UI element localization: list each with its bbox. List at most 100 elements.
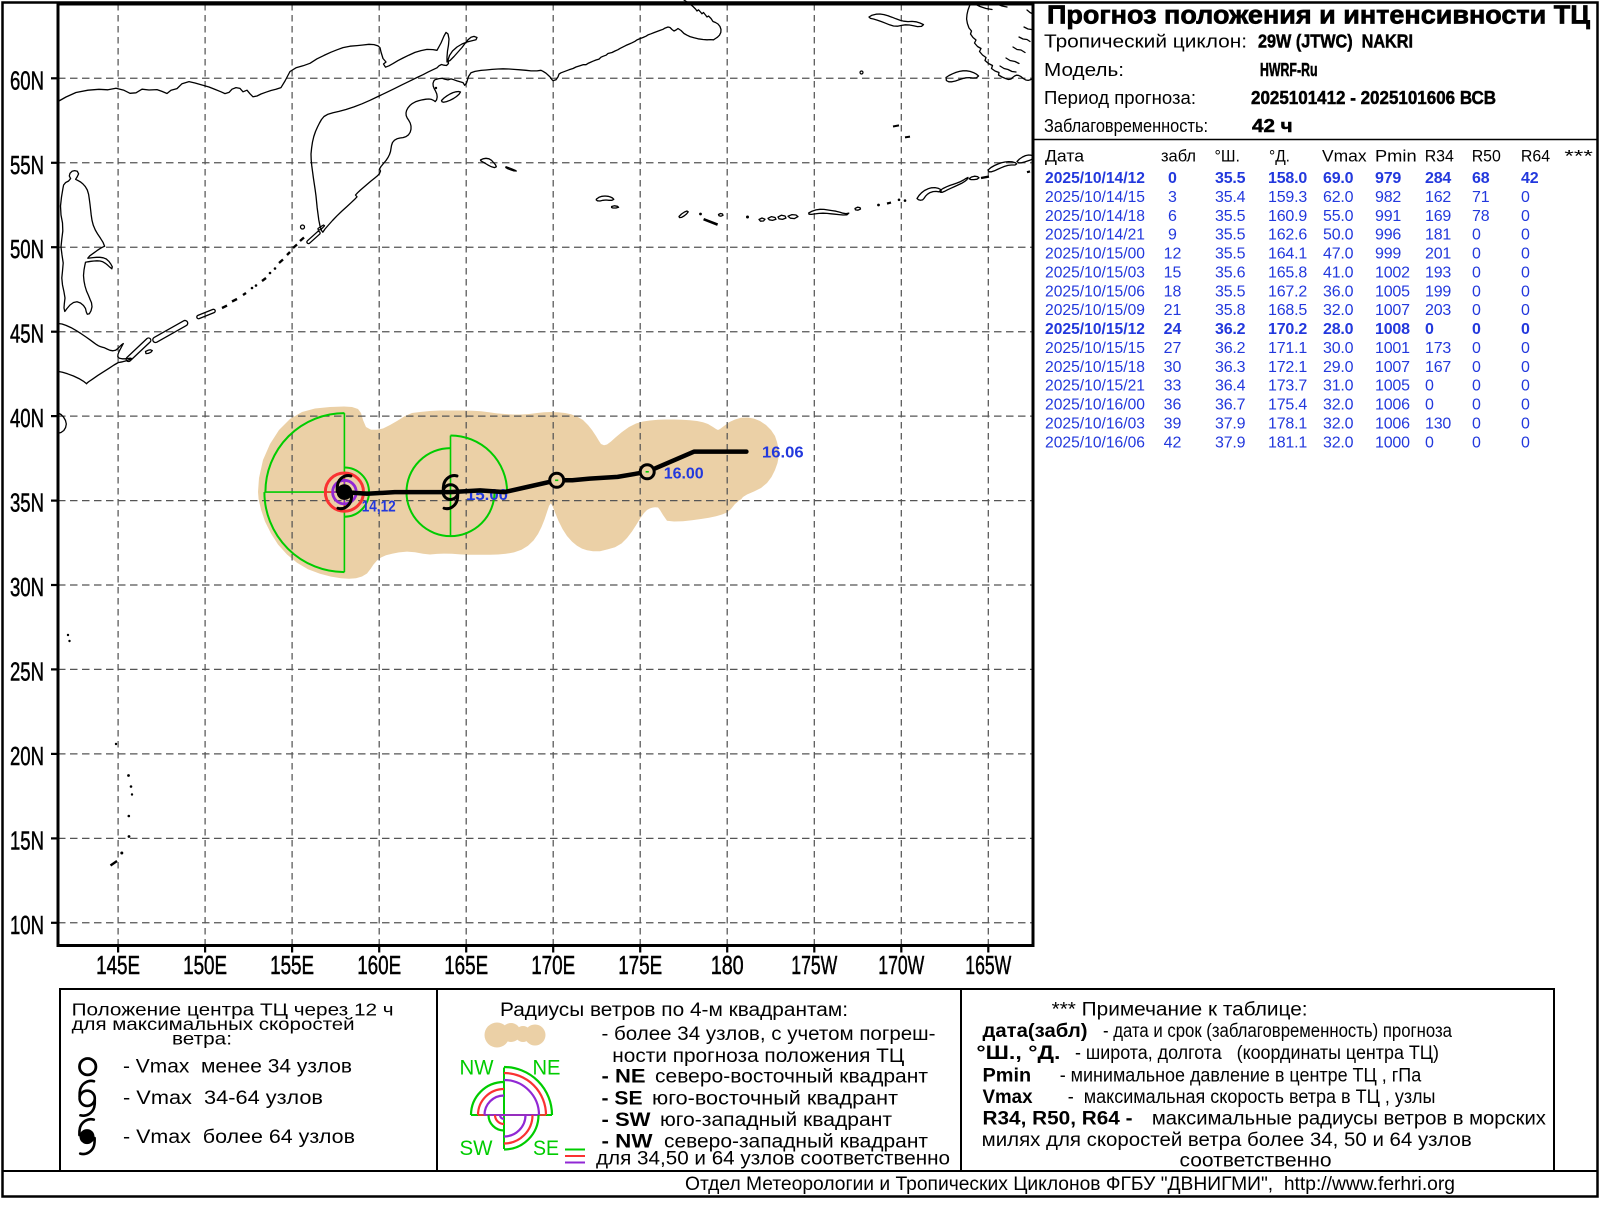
svg-text:15: 15 [1164, 264, 1182, 281]
svg-text:Тропический циклон:: Тропический циклон: [1044, 31, 1247, 52]
svg-text:0: 0 [1521, 359, 1530, 376]
svg-text:юго-западный квадрант: юго-западный квадрант [660, 1110, 892, 1131]
svg-text:2025/10/16/03: 2025/10/16/03 [1045, 415, 1145, 432]
svg-text:167.2: 167.2 [1268, 283, 1307, 300]
svg-text:35.5: 35.5 [1215, 170, 1246, 187]
svg-text:37.9: 37.9 [1215, 434, 1246, 451]
svg-text:0: 0 [1521, 283, 1530, 300]
svg-text:155E: 155E [270, 950, 314, 980]
svg-text:- Vmax 34-64 узлов: - Vmax 34-64 узлов [123, 1088, 323, 1109]
svg-text:173: 173 [1425, 340, 1451, 357]
svg-text:***: *** [1564, 147, 1593, 166]
svg-text:Модель:: Модель: [1044, 59, 1124, 80]
svg-text:145E: 145E [96, 950, 140, 980]
svg-text:35N: 35N [10, 488, 44, 518]
svg-text:45N: 45N [10, 319, 44, 349]
svg-text:0: 0 [1521, 340, 1530, 357]
svg-text:999: 999 [1375, 246, 1401, 263]
svg-text:160.9: 160.9 [1268, 208, 1307, 225]
svg-text:0: 0 [1521, 246, 1530, 263]
svg-text:170W: 170W [878, 950, 924, 980]
svg-text:0: 0 [1472, 321, 1481, 338]
svg-text:- NE: - NE [602, 1067, 646, 1088]
svg-text:35.5: 35.5 [1215, 208, 1246, 225]
svg-text:северо-восточный квадрант: северо-восточный квадрант [655, 1067, 928, 1088]
svg-text:55.0: 55.0 [1323, 208, 1354, 225]
svg-text:0: 0 [1521, 397, 1530, 414]
svg-text:150E: 150E [183, 950, 227, 980]
svg-text:- Vmax более 64 узлов: - Vmax более 64 узлов [123, 1127, 355, 1148]
svg-text:284: 284 [1425, 170, 1451, 187]
svg-text:175.4: 175.4 [1268, 397, 1307, 414]
svg-text:167: 167 [1425, 359, 1451, 376]
svg-text:2025/10/15/21: 2025/10/15/21 [1045, 378, 1145, 395]
svg-text:1001: 1001 [1375, 340, 1410, 357]
svg-text:3: 3 [1168, 189, 1177, 206]
svg-text:30N: 30N [10, 572, 44, 602]
svg-text:15N: 15N [10, 825, 44, 855]
svg-text:42 ч: 42 ч [1252, 115, 1293, 136]
svg-text:982: 982 [1375, 189, 1401, 206]
svg-text:R50: R50 [1472, 147, 1501, 166]
svg-text:0: 0 [1521, 434, 1530, 451]
svg-text:SW: SW [460, 1137, 493, 1160]
svg-text:- широта, долгота (координат: - широта, долгота (координаты центра ТЦ) [1075, 1043, 1439, 1064]
svg-text:0: 0 [1472, 283, 1481, 300]
svg-text:35.5: 35.5 [1215, 227, 1246, 244]
svg-text:36.3: 36.3 [1215, 359, 1246, 376]
svg-text:170E: 170E [531, 950, 575, 980]
svg-text:2025/10/15/09: 2025/10/15/09 [1045, 302, 1145, 319]
svg-text:162: 162 [1425, 189, 1451, 206]
svg-text:50N: 50N [10, 234, 44, 264]
svg-text:милях для скоростей ветра боле: милях для скоростей ветра более 34, 50 и… [982, 1130, 1472, 1151]
svg-text:Отдел Метеорологии и Тропическ: Отдел Метеорологии и Тропических Циклоно… [685, 1174, 1455, 1195]
svg-text:14,12: 14,12 [362, 499, 396, 516]
svg-text:165W: 165W [965, 950, 1011, 980]
svg-text:0: 0 [1521, 378, 1530, 395]
svg-text:- SE: - SE [602, 1088, 643, 1109]
svg-text:29.0: 29.0 [1323, 359, 1354, 376]
svg-text:27: 27 [1164, 340, 1182, 357]
svg-text:30.0: 30.0 [1323, 340, 1354, 357]
svg-text:55N: 55N [10, 150, 44, 180]
svg-text:40N: 40N [10, 403, 44, 433]
svg-text:2025/10/15/06: 2025/10/15/06 [1045, 283, 1145, 300]
svg-text:130: 130 [1425, 415, 1451, 432]
svg-text:78: 78 [1472, 208, 1490, 225]
svg-text:1005: 1005 [1375, 283, 1410, 300]
svg-text:2025101412 - 2025101606 ВСВ: 2025101412 - 2025101606 ВСВ [1251, 87, 1496, 108]
svg-text:33: 33 [1164, 378, 1182, 395]
svg-text:0: 0 [1472, 246, 1481, 263]
svg-text:0: 0 [1472, 434, 1481, 451]
svg-text:36.0: 36.0 [1323, 283, 1354, 300]
svg-text:Vmax: Vmax [1322, 147, 1367, 166]
svg-text:20N: 20N [10, 741, 44, 771]
svg-text:- максимальная скорость ветра: - максимальная скорость ветра в ТЦ , узл… [1068, 1087, 1436, 1108]
svg-text:0: 0 [1425, 397, 1434, 414]
svg-text:170.2: 170.2 [1268, 321, 1307, 338]
svg-text:0: 0 [1521, 189, 1530, 206]
svg-text:0: 0 [1472, 302, 1481, 319]
svg-text:- Vmax менее 34 узлов: - Vmax менее 34 узлов [123, 1057, 352, 1078]
svg-text:169: 169 [1425, 208, 1451, 225]
svg-text:0: 0 [1472, 378, 1481, 395]
svg-text:дата(забл): дата(забл) [983, 1021, 1088, 1042]
svg-text:36.4: 36.4 [1215, 378, 1246, 395]
svg-text:199: 199 [1425, 283, 1451, 300]
svg-text:171.1: 171.1 [1268, 340, 1307, 357]
svg-text:31.0: 31.0 [1323, 378, 1354, 395]
svg-text:0: 0 [1425, 321, 1434, 338]
svg-text:1007: 1007 [1375, 302, 1410, 319]
svg-text:2025/10/15/12: 2025/10/15/12 [1045, 321, 1145, 338]
svg-text:42: 42 [1164, 434, 1182, 451]
svg-text:0: 0 [1472, 227, 1481, 244]
svg-text:0: 0 [1521, 321, 1530, 338]
svg-text:NW: NW [460, 1057, 494, 1080]
svg-text:2025/10/15/18: 2025/10/15/18 [1045, 359, 1145, 376]
svg-text:162.6: 162.6 [1268, 227, 1307, 244]
svg-text:- NW: - NW [602, 1132, 653, 1153]
svg-text:36: 36 [1164, 397, 1182, 414]
svg-text:Pmin: Pmin [1375, 147, 1417, 166]
svg-text:158.0: 158.0 [1268, 170, 1307, 187]
svg-text:- более 34 узлов, с учетом пог: - более 34 узлов, с учетом погреш- [602, 1024, 936, 1045]
